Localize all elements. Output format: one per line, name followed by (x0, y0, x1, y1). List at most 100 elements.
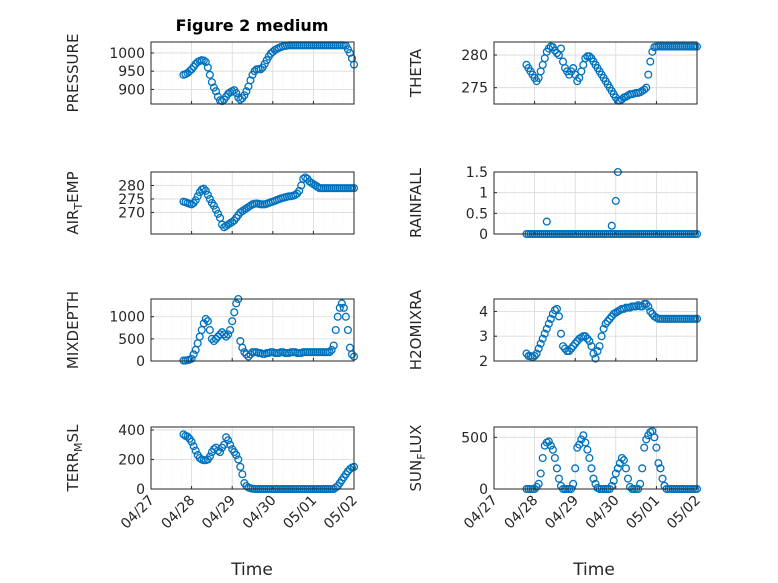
data-point (236, 208, 245, 217)
data-point (238, 207, 247, 216)
data-point (601, 319, 610, 328)
data-point (236, 462, 245, 471)
data-point (191, 196, 200, 205)
data-point (291, 190, 300, 199)
data-point (335, 303, 344, 312)
data-point (213, 209, 223, 218)
data-point (207, 78, 216, 87)
data-point (343, 325, 352, 335)
data-point (224, 220, 233, 229)
data-point (591, 479, 600, 488)
y-tick-label: 400 (118, 423, 145, 439)
data-point (224, 436, 233, 445)
data-point (193, 192, 202, 201)
data-point (585, 337, 594, 346)
x-tick-label: 04/29 (199, 493, 239, 533)
data-point (189, 442, 198, 451)
data-point (554, 312, 564, 321)
data-point (226, 219, 235, 228)
data-point (532, 349, 541, 358)
x-tick-label: 04/27 (118, 493, 158, 533)
y-axis-label: H2OMIXRA (407, 289, 425, 370)
data-point (621, 464, 630, 473)
y-tick-label: 0 (136, 354, 145, 370)
data-point (595, 342, 604, 351)
data-point (558, 342, 568, 351)
y-tick-label: 900 (118, 82, 145, 98)
y-axis-label: TERRMSL (64, 424, 85, 493)
data-point (226, 440, 235, 449)
y-tick-label: 0 (479, 227, 488, 243)
data-point (305, 177, 314, 186)
data-point (579, 431, 588, 440)
data-point (522, 349, 531, 358)
data-point (199, 56, 208, 65)
y-tick-label: 500 (461, 430, 488, 446)
y-tick-label: 0 (136, 482, 145, 498)
data-point (556, 44, 566, 53)
data-point (345, 465, 354, 474)
y-tick-label: 200 (118, 452, 145, 468)
data-point (567, 344, 576, 353)
data-point (589, 474, 598, 483)
data-point (203, 190, 212, 199)
panel-5: 0 500 1000 MIXDEPTH (64, 291, 359, 370)
y-tick-label: 1 (479, 186, 488, 202)
data-point (189, 350, 198, 359)
data-point (534, 344, 543, 353)
data-point (603, 317, 612, 326)
panel-8: 0 500 SUNFLUX 04/27 04/28 04/29 04/30 05/01 05/0… (407, 425, 704, 533)
data-point (640, 85, 649, 94)
data-points (179, 294, 359, 365)
data-point (236, 95, 245, 104)
data-point (244, 202, 253, 212)
data-point (191, 446, 200, 455)
panel-4: 0 0.5 1 1.5 RAINFALL (407, 165, 702, 243)
data-point (593, 347, 602, 356)
data-point (238, 343, 247, 352)
data-point (179, 430, 188, 439)
data-point (652, 443, 661, 452)
data-point (244, 352, 253, 361)
y-tick-label: 500 (118, 332, 145, 348)
x-tick-label: 04/29 (542, 493, 582, 533)
data-point (581, 54, 590, 63)
data-point (337, 299, 346, 308)
data-point (546, 441, 555, 450)
data-point (228, 217, 237, 226)
data-point (646, 57, 655, 66)
y-tick-label: 2 (479, 354, 488, 370)
data-point (548, 445, 557, 454)
y-tick-label: 1000 (109, 310, 145, 326)
data-point (230, 308, 239, 317)
data-point (203, 317, 212, 326)
data-point (642, 83, 651, 92)
data-point (240, 91, 249, 100)
panel-axes-box (150, 41, 355, 105)
data-point (199, 319, 208, 328)
data-point (256, 65, 265, 74)
data-point (552, 49, 561, 58)
data-point (199, 184, 208, 193)
data-point (341, 312, 350, 321)
y-axis-label: AIRTEMP (64, 171, 85, 234)
data-point (327, 345, 336, 354)
data-point (187, 354, 196, 363)
data-point (538, 453, 547, 463)
data-point (215, 448, 225, 457)
x-tick-label: 04/30 (240, 493, 280, 533)
panel-axes-box (493, 171, 698, 235)
data-point (240, 205, 249, 214)
data-point (638, 302, 647, 311)
panel-1: 900 950 1000 PRESSURE (64, 34, 359, 112)
y-tick-label: 0 (479, 482, 488, 498)
data-point (238, 470, 247, 479)
data-point (609, 476, 618, 485)
data-point (331, 325, 340, 335)
data-points (179, 173, 359, 232)
data-point (571, 464, 580, 473)
data-point (295, 186, 304, 195)
data-point (650, 433, 659, 442)
